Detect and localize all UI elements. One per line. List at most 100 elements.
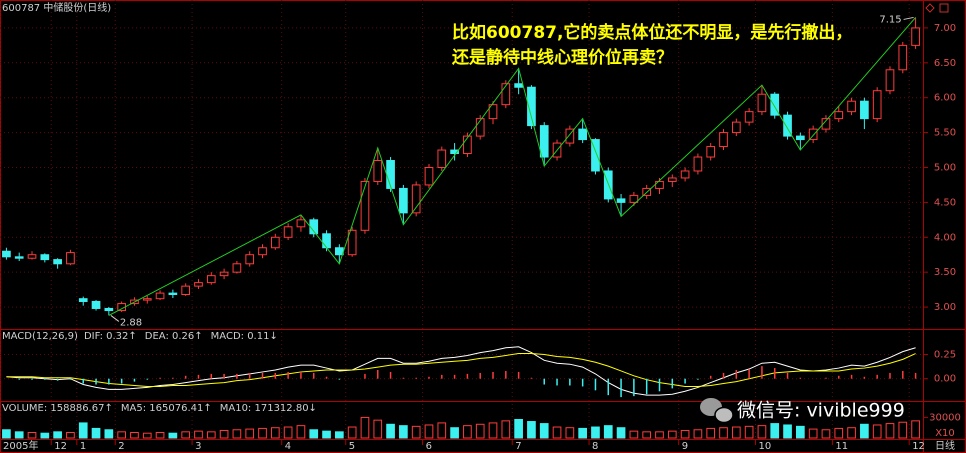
- candle-body: [283, 226, 293, 238]
- candle-body: [296, 219, 306, 228]
- candle-body: [911, 27, 920, 46]
- volume-bar: [219, 429, 229, 439]
- legend-entry: DIF: 0.32↑: [84, 331, 137, 342]
- volume-bar: [130, 432, 139, 439]
- candle-body: [40, 254, 50, 261]
- candle-body: [719, 132, 728, 148]
- candle-body: [104, 307, 114, 312]
- volume-bar: [693, 429, 703, 439]
- candle-body: [373, 160, 383, 182]
- candle-body: [680, 170, 690, 179]
- candle-body: [898, 44, 908, 71]
- volume-bar: [232, 429, 242, 439]
- candle-body: [181, 285, 191, 296]
- y-tick-label: 0.25: [934, 350, 956, 361]
- volume-bar: [578, 427, 587, 439]
- volume-bar: [872, 424, 882, 439]
- volume-bar: [309, 429, 319, 439]
- volume-bar: [501, 420, 511, 439]
- volume-bar: [104, 429, 114, 439]
- volume-bar: [14, 431, 24, 439]
- candle-body: [808, 128, 818, 141]
- volume-bar: [770, 423, 780, 439]
- volume-bar: [898, 421, 908, 439]
- x-tick-label: 10: [759, 441, 772, 452]
- price-pointer: [903, 16, 914, 20]
- x-tick-label: 6: [426, 441, 432, 452]
- y-tick-label: 30000: [929, 412, 961, 423]
- candle-body: [258, 247, 267, 256]
- volume-bar: [194, 430, 203, 439]
- volume-bar: [142, 432, 152, 439]
- volume-bar: [283, 426, 293, 439]
- volume-bar: [373, 419, 383, 439]
- volume-bar: [424, 424, 434, 439]
- volume-bar: [360, 416, 370, 439]
- y-tick-label: 4.50: [934, 197, 956, 208]
- volume-bar: [847, 427, 856, 439]
- x-tick-label: 9: [682, 441, 688, 452]
- candle-body: [245, 254, 255, 265]
- volume-bar: [399, 425, 408, 439]
- candle-body: [219, 271, 229, 277]
- volume-bar: [796, 425, 805, 439]
- panel-title: VOLUME: 158886.67↑: [2, 403, 113, 414]
- candle-body: [514, 83, 523, 88]
- volume-bar: [386, 423, 395, 439]
- volume-bar: [475, 423, 485, 439]
- volume-bar: [488, 422, 498, 439]
- candle-body: [360, 180, 370, 231]
- volume-bar: [834, 427, 844, 439]
- candle-body: [91, 300, 101, 309]
- candle-body: [411, 184, 421, 214]
- volume-bar: [347, 426, 357, 439]
- candle-body: [270, 236, 280, 249]
- candle-body: [386, 160, 395, 189]
- candle-body: [142, 298, 152, 301]
- candle-body: [450, 149, 459, 155]
- volume-bar: [757, 425, 767, 439]
- panel-title: MACD(12,26,9): [2, 331, 78, 342]
- candle-body: [821, 118, 831, 130]
- candle-body: [629, 194, 639, 203]
- y-tick-label: 6.00: [934, 93, 956, 104]
- x-tick-label: 2: [118, 441, 124, 452]
- volume-bar: [322, 430, 331, 439]
- price-label: 2.88: [120, 317, 142, 328]
- y-tick-label: 5.00: [934, 162, 956, 173]
- unit-label: X10: [935, 428, 955, 439]
- x-tick-label: 12: [54, 441, 67, 452]
- candle-body: [27, 254, 37, 259]
- y-tick-label: 4.00: [934, 232, 956, 243]
- candle-body: [539, 125, 549, 158]
- candle-body: [885, 69, 895, 92]
- candle-body: [783, 114, 792, 137]
- y-tick-label: 0.00: [934, 374, 956, 385]
- y-tick-label: 5.50: [934, 128, 956, 139]
- volume-bar: [168, 432, 178, 439]
- volume-bar: [642, 431, 652, 439]
- icon: [925, 3, 935, 13]
- volume-bar: [783, 424, 792, 439]
- candle-body: [527, 86, 536, 127]
- candle-body: [437, 149, 447, 168]
- y-tick-label: 6.50: [934, 58, 956, 69]
- x-tick-label: 12: [912, 441, 925, 452]
- volume-bar: [680, 429, 690, 439]
- volume-bar: [616, 427, 626, 439]
- candle-body: [834, 111, 844, 120]
- icon: [939, 3, 949, 13]
- volume-bar: [719, 427, 728, 439]
- x-tick-label: 3: [195, 441, 201, 452]
- candle-body: [322, 233, 331, 249]
- icon-bubble: [714, 406, 734, 424]
- candle-body: [872, 90, 882, 120]
- candle-body: [616, 198, 626, 203]
- volume-bar: [539, 423, 549, 439]
- candle-body: [475, 118, 485, 137]
- volume-bar: [450, 427, 459, 439]
- macd-line: [6, 353, 916, 387]
- watermark: 微信号: vivible999: [737, 400, 905, 422]
- volume-bar: [911, 420, 920, 439]
